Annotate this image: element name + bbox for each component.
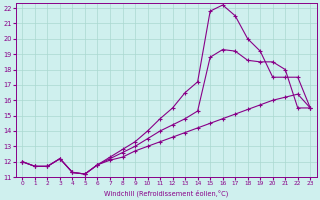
- X-axis label: Windchill (Refroidissement éolien,°C): Windchill (Refroidissement éolien,°C): [104, 189, 228, 197]
